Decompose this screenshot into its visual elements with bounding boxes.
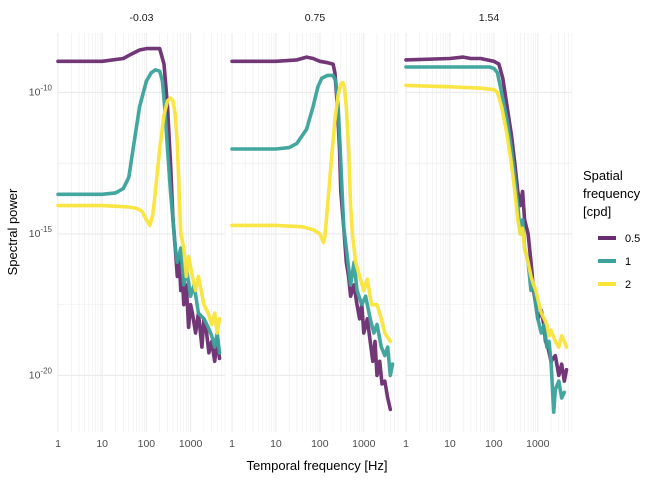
y-tick-exponent: -15 (40, 225, 52, 234)
facet-strip-label: -0.03 (130, 12, 154, 24)
legend-title-line: Spatial (583, 168, 623, 183)
x-axis-title: Temporal frequency [Hz] (247, 458, 388, 473)
x-tick-label: 1000 (179, 438, 203, 450)
legend-label: 1 (625, 256, 631, 268)
x-tick-label: 100 (485, 438, 503, 450)
series-line-1-panel-1 (230, 73, 395, 378)
facet-strip-label: 0.75 (305, 12, 326, 24)
x-tick-label: 100 (311, 438, 329, 450)
y-tick-label: 10-20 (29, 366, 53, 381)
series-line-2-panel-0 (56, 96, 222, 335)
tick-layer: 1 10 100 1000 1 10 100 1000 1 10 100 100010-1010-15… (29, 83, 550, 450)
x-tick-label: 10 (96, 438, 108, 450)
y-axis-title: Spectral power (5, 188, 20, 275)
y-tick-exponent: -20 (40, 366, 52, 375)
x-tick-label: 1 (403, 438, 409, 450)
legend: Spatial frequency [cpd] 0.5 1 2 (583, 168, 644, 291)
x-tick-label: 100 (138, 438, 156, 450)
x-tick-label: 1 (229, 438, 235, 450)
y-tick-base: 10 (29, 86, 41, 98)
series-line-2-panel-2 (404, 83, 569, 349)
x-tick-label: 1 (55, 438, 61, 450)
legend-title-line: frequency (583, 186, 641, 201)
series-layer (56, 46, 569, 415)
facet-strip-label: 1.54 (479, 12, 500, 24)
x-tick-label: 1000 (352, 438, 376, 450)
legend-label: 2 (625, 279, 631, 291)
x-tick-label: 10 (444, 438, 456, 450)
x-tick-label: 1000 (526, 438, 550, 450)
y-tick-label: 10-10 (29, 83, 53, 98)
x-tick-label: 10 (270, 438, 282, 450)
legend-label: 0.5 (625, 233, 640, 245)
legend-title-line: [cpd] (583, 204, 611, 219)
series-line-2-panel-1 (230, 80, 393, 344)
series-line-1-panel-0 (56, 68, 222, 355)
legend-title: Spatial frequency [cpd] (583, 168, 644, 219)
facet-strip-layer: -0.03 0.75 1.54 (130, 12, 500, 24)
y-tick-base: 10 (29, 369, 41, 381)
y-tick-label: 10-15 (29, 225, 53, 240)
y-tick-base: 10 (29, 228, 41, 240)
y-tick-exponent: -10 (40, 83, 52, 92)
series-line-0.5-panel-1 (230, 55, 393, 412)
